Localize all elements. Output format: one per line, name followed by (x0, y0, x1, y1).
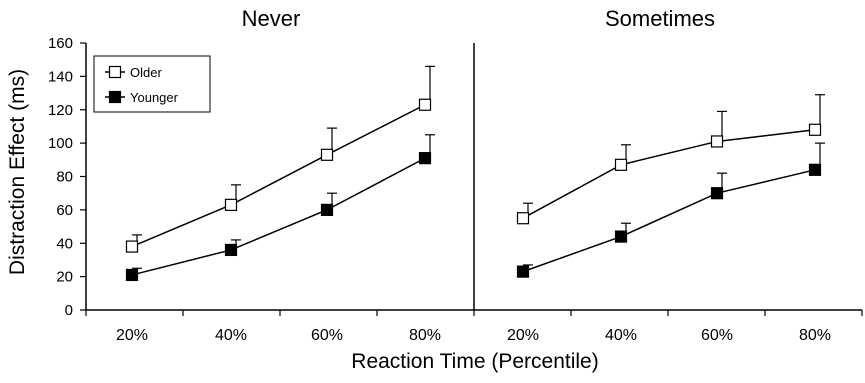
y-tick-label: 60 (56, 202, 73, 219)
panel-title-sometimes: Sometimes (605, 6, 715, 31)
series-line-younger (131, 157, 426, 276)
y-tick-label: 120 (48, 102, 73, 119)
data-point-younger (125, 268, 139, 282)
y-ticks: 0 20 40 60 80 100 120 140 160 (48, 35, 86, 319)
panel-title-never: Never (242, 6, 301, 31)
series-layer: 20% 40% 60% 80% 20% 40% 60% 80% (116, 65, 831, 344)
data-point-older (808, 123, 822, 136)
data-point-younger (710, 187, 724, 200)
data-point-younger (516, 265, 530, 278)
series-line-older (522, 129, 816, 219)
x-category-label: 40% (215, 327, 247, 344)
y-tick-label: 160 (48, 35, 73, 52)
x-category-label: 20% (507, 327, 539, 344)
y-tick-label: 20 (56, 269, 73, 286)
data-point-older (516, 212, 530, 225)
data-point-older (320, 148, 334, 161)
data-point-older (614, 158, 628, 171)
x-category-label: 60% (311, 327, 343, 344)
data-point-younger (808, 163, 822, 176)
y-tick-label: 140 (48, 68, 73, 85)
data-point-older (710, 135, 724, 148)
panel-titles: Never Sometimes (242, 6, 715, 31)
legend-marker-older (108, 65, 122, 79)
x-category-label: 20% (116, 327, 148, 344)
legend-label-older: Older (130, 65, 162, 80)
legend: Older Younger (93, 55, 211, 113)
data-point-younger (224, 243, 238, 257)
x-category-label: 80% (409, 327, 441, 344)
data-point-older (125, 240, 139, 253)
data-point-older (418, 98, 432, 111)
data-point-younger (418, 152, 432, 165)
y-tick-label: 40 (56, 235, 73, 252)
x-axis-title: Reaction Time (Percentile) (351, 350, 598, 373)
x-category-label: 60% (701, 327, 733, 344)
data-point-younger (320, 203, 334, 216)
x-category-label: 40% (605, 327, 637, 344)
y-tick-label: 100 (48, 135, 73, 152)
x-ticks (85, 310, 863, 316)
legend-marker-younger (108, 90, 122, 104)
y-tick-label: 0 (65, 302, 73, 319)
series-line-younger (522, 169, 816, 273)
data-point-older (224, 198, 238, 211)
x-category-label: 80% (799, 327, 831, 344)
data-point-younger (614, 230, 628, 243)
series-line-older (131, 104, 426, 248)
legend-label-younger: Younger (130, 90, 179, 105)
y-tick-label: 80 (56, 169, 73, 186)
y-axis-title: Distraction Effect (ms) (6, 69, 29, 275)
